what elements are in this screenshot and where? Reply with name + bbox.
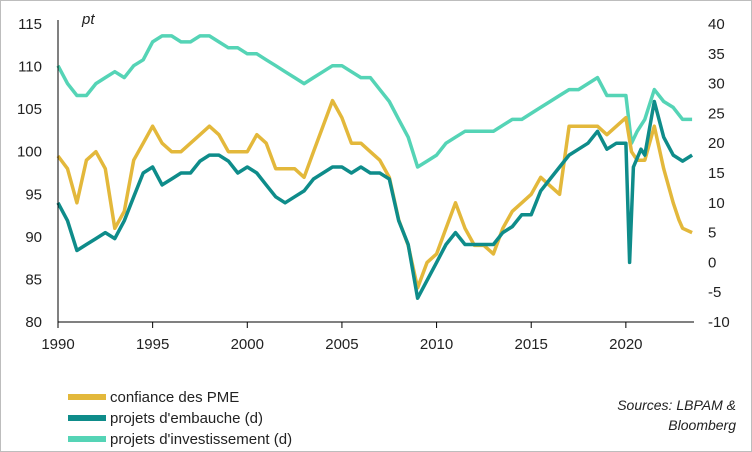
series-hiring-plans <box>56 99 694 300</box>
x-tick-label: 2020 <box>609 336 642 353</box>
x-axis-ticks: 1990 1995 2000 2005 2010 2015 2020 <box>41 322 643 353</box>
legend-item-sme-confidence: confiance des PME <box>68 389 239 406</box>
legend-label-sme-confidence: confiance des PME <box>110 389 239 406</box>
right-tick-label: 40 <box>708 16 725 33</box>
series-layer <box>56 34 694 300</box>
x-tick-label: 2010 <box>420 336 453 353</box>
x-tick-label: 1990 <box>41 336 74 353</box>
left-tick-label: 80 <box>25 314 42 331</box>
left-tick-label: 110 <box>18 59 42 76</box>
left-tick-label: 115 <box>18 16 42 33</box>
x-tick-label: 1995 <box>136 336 169 353</box>
x-tick-label: 2005 <box>325 336 358 353</box>
left-tick-label: 100 <box>17 144 42 161</box>
legend-item-investment-plans: projets d'investissement (d) <box>68 431 292 448</box>
right-tick-label: 20 <box>708 135 725 152</box>
right-tick-label: 35 <box>708 46 725 63</box>
right-tick-label: 5 <box>708 225 716 242</box>
left-tick-label: 90 <box>25 229 42 246</box>
right-tick-label: -5 <box>708 284 721 301</box>
series-sme-confidence <box>56 98 693 290</box>
right-tick-label: 0 <box>708 254 716 271</box>
left-tick-label: 85 <box>25 271 42 288</box>
right-tick-label: 25 <box>708 105 725 122</box>
right-tick-label: 10 <box>708 195 725 212</box>
x-tick-label: 2000 <box>231 336 264 353</box>
legend-label-hiring-plans: projets d'embauche (d) <box>110 410 263 427</box>
series-investment-plans <box>56 34 693 169</box>
x-tick-label: 2015 <box>515 336 548 353</box>
source-note-line1: Sources: LBPAM & <box>617 397 736 413</box>
left-axis-unit-label: pt <box>81 11 95 28</box>
left-tick-label: 105 <box>17 101 42 118</box>
right-tick-label: -10 <box>708 314 730 331</box>
legend: confiance des PME projets d'embauche (d)… <box>68 389 292 448</box>
left-axis-ticks: 80 85 90 95 100 105 110 115 <box>17 16 42 331</box>
source-note-line2: Bloomberg <box>668 417 736 433</box>
right-axis-ticks: -10 -5 0 5 10 15 20 25 30 35 40 <box>708 16 730 331</box>
right-tick-label: 30 <box>708 76 725 93</box>
legend-item-hiring-plans: projets d'embauche (d) <box>68 410 263 427</box>
left-tick-label: 95 <box>25 186 42 203</box>
right-tick-label: 15 <box>708 165 725 182</box>
legend-label-investment-plans: projets d'investissement (d) <box>110 431 292 448</box>
